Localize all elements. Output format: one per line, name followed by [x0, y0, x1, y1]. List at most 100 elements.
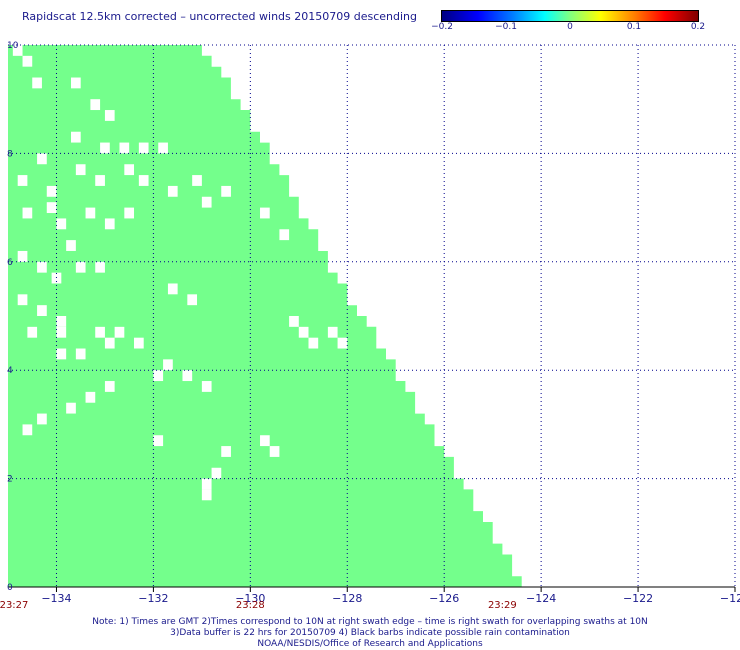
y-tick-labels: 0 2 4 6 8 10	[7, 41, 19, 593]
note-line-3: NOAA/NESDIS/Office of Research and Appli…	[257, 639, 483, 649]
x-tick-label: −128	[332, 592, 362, 605]
missing-cell	[124, 207, 135, 219]
missing-cell	[269, 446, 280, 457]
missing-cell	[17, 175, 28, 186]
x-tick-label: −132	[138, 592, 168, 605]
missing-cell	[56, 218, 67, 230]
missing-cell	[158, 142, 168, 154]
missing-cell	[56, 316, 67, 327]
missing-cell	[32, 77, 42, 89]
y-tick-label: 8	[7, 149, 13, 159]
missing-cell	[260, 207, 270, 219]
missing-cell	[66, 240, 76, 251]
missing-cell	[12, 45, 23, 56]
missing-cell	[37, 413, 47, 425]
missing-cell	[46, 185, 57, 197]
missing-cell	[221, 446, 231, 457]
missing-cell	[75, 261, 86, 273]
swath-area	[8, 45, 522, 587]
missing-cell	[138, 175, 149, 186]
missing-cell	[327, 326, 338, 338]
missing-cell	[167, 283, 178, 295]
colorbar-tick-label: −0.1	[495, 22, 517, 32]
missing-cell	[71, 131, 81, 143]
y-tick-label: 0	[7, 583, 13, 593]
missing-cell	[134, 337, 144, 349]
missing-cell	[201, 489, 212, 501]
missing-cell	[153, 370, 164, 382]
missing-cell	[124, 164, 135, 176]
missing-cell	[37, 261, 47, 273]
missing-cell	[66, 402, 76, 414]
x-tick-label: −124	[526, 592, 556, 605]
missing-cell	[279, 229, 290, 241]
missing-cell	[22, 207, 33, 219]
missing-cell	[17, 250, 28, 262]
colorbar	[441, 10, 699, 22]
y-tick-label: 6	[7, 258, 13, 268]
y-tick-label: 2	[7, 475, 13, 485]
x-tick-label: −122	[623, 592, 653, 605]
x-tick-label: −126	[429, 592, 459, 605]
time-label: 23:28	[235, 600, 265, 611]
missing-cell	[187, 294, 198, 306]
missing-cell	[201, 196, 212, 208]
missing-cell	[85, 391, 96, 403]
missing-cell	[221, 185, 231, 197]
missing-cell	[104, 110, 115, 121]
time-label: 23:29	[487, 600, 517, 611]
missing-cell	[289, 316, 299, 327]
missing-cell	[90, 99, 101, 111]
time-label: 23:27	[0, 600, 29, 611]
missing-cell	[104, 381, 115, 392]
missing-cell	[22, 55, 33, 67]
missing-cell	[201, 478, 212, 490]
missing-cell	[163, 359, 173, 371]
swath-layer	[8, 45, 522, 587]
grid-layer	[8, 44, 736, 592]
missing-cell	[337, 337, 348, 349]
missing-cell	[95, 261, 105, 273]
colorbar-tick-label: 0	[567, 22, 573, 32]
y-tick-label: 4	[7, 366, 13, 376]
colorbar-tick-label: 0.2	[690, 22, 706, 32]
missing-cell	[17, 294, 28, 306]
missing-cell	[95, 326, 105, 338]
missing-cell	[75, 348, 86, 360]
missing-cell	[71, 77, 81, 89]
missing-cell	[201, 381, 212, 392]
missing-cell	[22, 424, 33, 436]
missing-cell	[56, 348, 67, 360]
colorbar-tick-label: 0.1	[626, 22, 642, 32]
missing-cell	[298, 326, 309, 338]
missing-cell	[211, 467, 222, 479]
missing-cells-layer	[12, 45, 348, 501]
missing-cell	[104, 218, 115, 230]
missing-cell	[114, 326, 125, 338]
note-line-1: Note: 1) Times are GMT 2)Times correspon…	[92, 617, 648, 627]
missing-cell	[75, 164, 86, 176]
missing-cell	[85, 207, 96, 219]
x-tick-label: −120	[720, 592, 740, 605]
missing-cell	[308, 337, 319, 349]
missing-cell	[100, 142, 110, 154]
colorbar-tick-label: −0.2	[431, 22, 453, 32]
missing-cell	[46, 202, 57, 214]
x-tick-label: −134	[41, 592, 71, 605]
missing-cell	[138, 142, 149, 154]
missing-cell	[37, 153, 47, 165]
missing-cell	[192, 175, 202, 186]
notes: Note: 1) Times are GMT 2)Times correspon…	[0, 617, 740, 650]
x-tick-labels: −134 −132 −130 −128 −126 −124 −122 −120	[41, 592, 740, 605]
missing-cell	[182, 370, 193, 382]
missing-cell	[56, 326, 67, 338]
missing-cell	[95, 175, 105, 186]
missing-cell	[119, 142, 130, 154]
y-tick-label: 10	[7, 41, 19, 51]
chart-title: Rapidscat 12.5km corrected – uncorrected…	[22, 10, 418, 23]
missing-cell	[104, 337, 115, 349]
missing-cell	[27, 326, 38, 338]
x-tick-label: −130	[235, 592, 265, 605]
missing-cell	[260, 435, 270, 447]
